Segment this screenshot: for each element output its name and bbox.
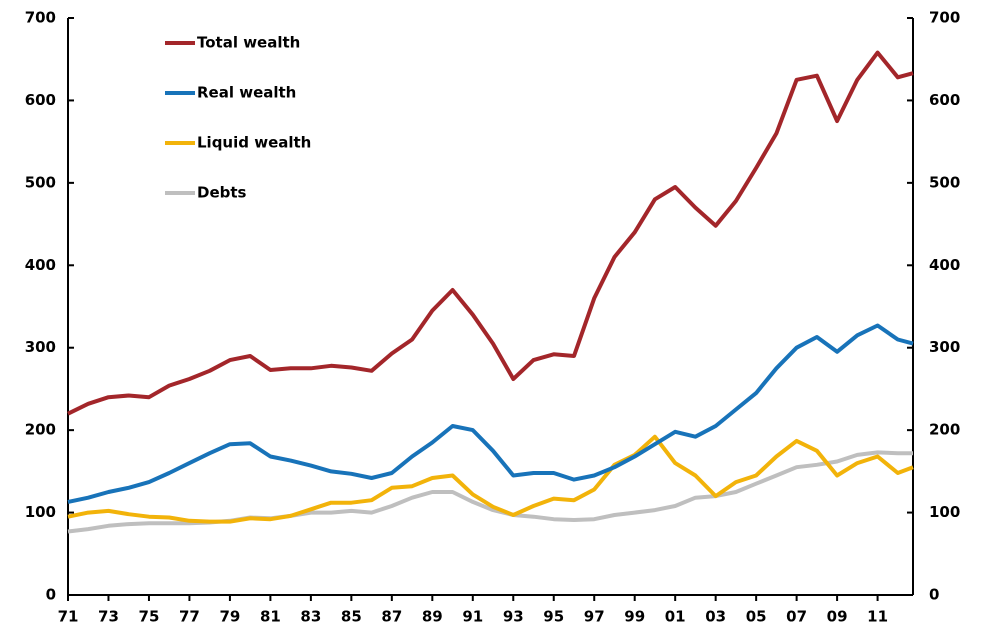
x-tick-label: 71 (58, 608, 79, 626)
x-tick-label: 03 (705, 608, 726, 626)
x-tick-label: 75 (139, 608, 160, 626)
y-tick-label: 100 (25, 503, 56, 521)
x-tick-label: 87 (381, 608, 402, 626)
x-tick-label: 79 (219, 608, 240, 626)
y2-tick-label: 600 (929, 91, 960, 109)
y-tick-label: 700 (25, 9, 56, 27)
y2-tick-label: 100 (929, 503, 960, 521)
y2-tick-label: 300 (929, 338, 960, 356)
x-tick-label: 83 (300, 608, 321, 626)
y-tick-label: 300 (25, 338, 56, 356)
y-tick-label: 600 (25, 91, 56, 109)
y-tick-label: 0 (46, 586, 56, 604)
x-tick-label: 73 (98, 608, 119, 626)
y2-tick-label: 500 (929, 173, 960, 191)
y2-tick-label: 0 (929, 586, 939, 604)
x-tick-label: 91 (462, 608, 483, 626)
y-tick-label: 500 (25, 173, 56, 191)
y-tick-label: 400 (25, 256, 56, 274)
x-tick-label: 81 (260, 608, 281, 626)
x-tick-label: 11 (867, 608, 888, 626)
series-line (67, 50, 914, 416)
x-tick-label: 95 (543, 608, 564, 626)
y2-tick-label: 400 (929, 256, 960, 274)
legend-text: Liquid wealth (197, 134, 311, 152)
legend-text: Debts (197, 184, 247, 202)
x-tick-label: 99 (624, 608, 645, 626)
x-tick-label: 89 (422, 608, 443, 626)
x-tick-label: 01 (665, 608, 686, 626)
x-tick-label: 05 (746, 608, 767, 626)
x-tick-label: 09 (827, 608, 848, 626)
x-tick-label: 07 (786, 608, 807, 626)
series-line (67, 434, 914, 524)
y2-tick-label: 700 (929, 9, 960, 27)
x-tick-label: 93 (503, 608, 524, 626)
x-tick-label: 85 (341, 608, 362, 626)
x-tick-label: 97 (584, 608, 605, 626)
x-tick-label: 77 (179, 608, 200, 626)
legend-text: Total wealth (197, 34, 300, 52)
series-line (67, 323, 914, 504)
y-tick-label: 200 (25, 421, 56, 439)
legend-text: Real wealth (197, 84, 296, 102)
y2-tick-label: 200 (929, 421, 960, 439)
